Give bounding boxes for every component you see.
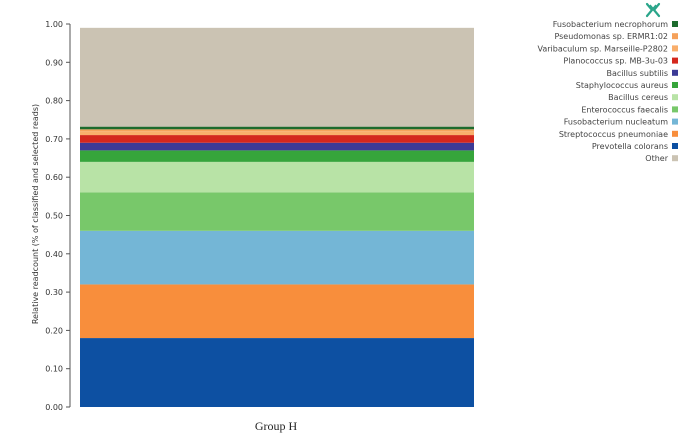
legend-label: Bacillus cereus xyxy=(608,93,668,102)
legend-swatch xyxy=(672,94,678,101)
bar-segment-streptococcus-pneumoniae xyxy=(80,284,474,339)
y-axis: 0.00 0.10 0.20 0.30 0.40 0.50 0.60 0.70 0.80 0.90… xyxy=(45,20,71,412)
bar-segment-prevotella-colorans xyxy=(80,338,474,407)
y-axis-title: Relative readcount (% of classified and … xyxy=(31,104,40,324)
bar-segment-bacillus-subtilis xyxy=(80,142,474,151)
kraken-logo-icon xyxy=(645,2,661,18)
legend-swatch xyxy=(672,69,678,76)
y-tick-label: 0.50 xyxy=(45,212,63,221)
legend-swatch xyxy=(672,82,678,88)
legend-label: Pseudomonas sp. ERMR1:02 xyxy=(554,32,668,41)
bar-segment-bacillus-cereus xyxy=(80,161,474,193)
legend-label: Fusobacterium necrophorum xyxy=(553,20,668,29)
legend-label: Enterococcus faecalis xyxy=(581,105,668,114)
legend-swatch xyxy=(672,21,678,27)
legend-swatch xyxy=(672,155,678,162)
bar-segment-other xyxy=(80,27,474,127)
y-tick-label: 0.80 xyxy=(45,97,63,106)
legend-swatch xyxy=(672,57,678,64)
x-category-label: Group H xyxy=(255,419,298,433)
bar-segment-staphylococcus-aureus xyxy=(80,150,474,162)
bar-segment-planococcus-sp-mb-3u-03 xyxy=(80,135,474,143)
legend-label: Other xyxy=(645,154,668,163)
legend-label: Fusobacterium nucleatum xyxy=(564,118,668,127)
y-tick-label: 0.10 xyxy=(45,365,63,374)
bar-segment-enterococcus-faecalis xyxy=(80,192,474,231)
y-tick-label: 1.00 xyxy=(45,20,63,29)
y-tick-label: 0.20 xyxy=(45,326,63,335)
legend-label: Prevotella colorans xyxy=(592,142,668,151)
y-tick-label: 0.90 xyxy=(45,58,63,67)
bar-segment-varibaculum-sp-marseille-p2802 xyxy=(80,131,474,136)
legend-label: Staphylococcus aureus xyxy=(576,81,668,90)
y-tick-label: 0.60 xyxy=(45,173,63,182)
legend-label: Varibaculum sp. Marseille-P2802 xyxy=(537,44,668,53)
legend-swatch xyxy=(672,118,678,125)
legend-swatch xyxy=(672,143,678,149)
legend-label: Planococcus sp. MB-3u-03 xyxy=(563,57,668,66)
y-tick-label: 0.40 xyxy=(45,250,63,259)
legend-swatch xyxy=(672,45,678,52)
y-tick-label: 0.70 xyxy=(45,135,63,144)
y-tick-label: 0.00 xyxy=(45,403,63,412)
legend-swatch xyxy=(672,130,678,137)
bar-stack xyxy=(80,27,474,407)
bar-segment-pseudomonas-sp-ermr1-02 xyxy=(80,129,474,132)
legend-label: Streptococcus pneumoniae xyxy=(559,130,668,139)
legend-swatch xyxy=(672,33,678,40)
bar-segment-fusobacterium-nucleatum xyxy=(80,230,474,285)
legend-label: Bacillus subtilis xyxy=(606,69,668,78)
y-tick-label: 0.30 xyxy=(45,288,63,297)
legend-swatch xyxy=(672,106,678,113)
bar-segment-fusobacterium-necrophorum xyxy=(80,126,474,130)
legend: Fusobacterium necrophorum Pseudomonas sp.… xyxy=(537,20,678,163)
